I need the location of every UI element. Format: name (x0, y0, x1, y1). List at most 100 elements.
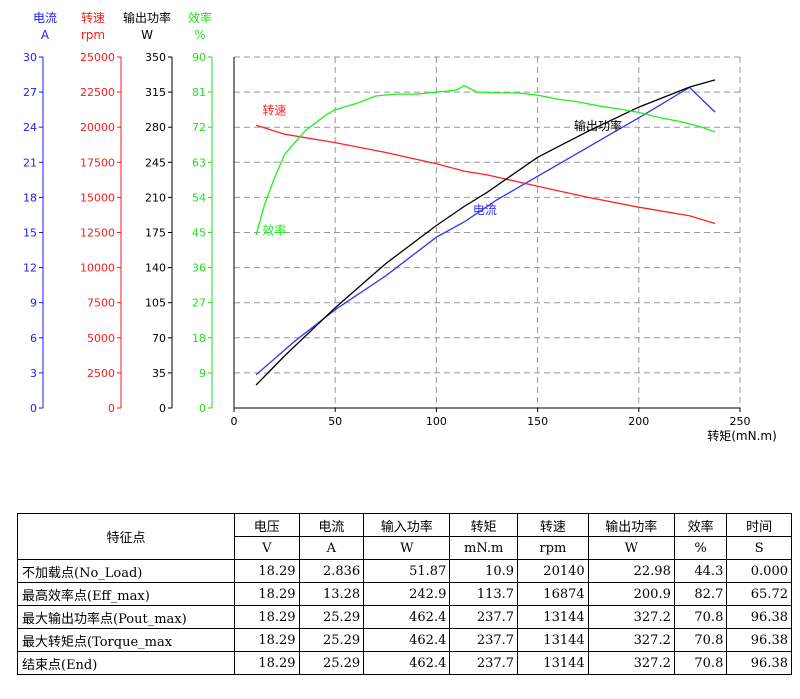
y-tick-label-speed: 10000 (80, 262, 115, 275)
row-label: 最大转矩点(Torque_max (17, 628, 235, 652)
header-speed: 转速 (517, 513, 589, 537)
x-tick-label: 250 (730, 415, 751, 428)
x-tick-label: 100 (426, 415, 447, 428)
y-tick-label-power: 350 (145, 51, 166, 64)
cell-time: 0.000 (726, 559, 792, 583)
y-tick-label-power: 140 (145, 262, 166, 275)
y-tick-label-power: 70 (152, 332, 166, 345)
cell-time: 65.72 (726, 582, 792, 606)
y-tick-label-current: 3 (30, 367, 37, 380)
header-voltage: 电压 (234, 513, 300, 537)
unit-voltage: V (234, 536, 300, 560)
unit-current: A (298, 536, 365, 560)
cell-voltage: 18.29 (234, 651, 300, 675)
y-tick-label-power: 0 (159, 402, 166, 415)
y-tick-label-eff: 72 (192, 121, 206, 134)
unit-efficiency: % (673, 536, 728, 560)
y-tick-label-speed: 15000 (80, 191, 115, 204)
cell-efficiency: 82.7 (673, 582, 728, 606)
y-tick-label-eff: 0 (199, 402, 206, 415)
cell-speed: 13144 (517, 628, 589, 652)
y-axis-unit-eff: % (194, 28, 205, 42)
cell-input-power: 462.4 (363, 651, 451, 675)
table-row: 最大输出功率点(Pout_max) 18.29 25.29 462.4 237.… (17, 605, 792, 629)
cell-output-power: 327.2 (587, 628, 675, 652)
y-tick-label-speed: 2500 (87, 367, 115, 380)
y-tick-label-power: 315 (145, 86, 166, 99)
cell-output-power: 200.9 (587, 582, 675, 606)
cell-input-power: 462.4 (363, 605, 451, 629)
y-tick-label-eff: 36 (192, 262, 206, 275)
unit-time: S (726, 536, 792, 560)
cell-output-power: 327.2 (587, 651, 675, 675)
y-tick-label-speed: 25000 (80, 51, 115, 64)
header-torque: 转矩 (449, 513, 519, 537)
y-tick-label-eff: 27 (192, 297, 206, 310)
table-row: 不加载点(No_Load) 18.29 2.836 51.87 10.9 201… (17, 559, 792, 583)
header-input-power: 输入功率 (363, 513, 451, 537)
table-row: 最大转矩点(Torque_max 18.29 25.29 462.4 237.7… (17, 628, 792, 652)
cell-time: 96.38 (726, 605, 792, 629)
cell-voltage: 18.29 (234, 582, 300, 606)
cell-torque: 237.7 (449, 628, 519, 652)
y-tick-label-eff: 81 (192, 86, 206, 99)
y-tick-label-current: 15 (23, 227, 37, 240)
series-line-speed (255, 124, 716, 225)
cell-voltage: 18.29 (234, 628, 300, 652)
x-tick-label: 50 (328, 415, 342, 428)
header-current: 电流 (298, 513, 365, 537)
header-feature-point: 特征点 (17, 513, 235, 560)
cell-output-power: 327.2 (587, 605, 675, 629)
cell-efficiency: 44.3 (673, 559, 728, 583)
y-tick-label-eff: 90 (192, 51, 206, 64)
series-line-power (255, 79, 716, 386)
y-tick-label-power: 210 (145, 191, 166, 204)
cell-voltage: 18.29 (234, 559, 300, 583)
series-line-current (255, 86, 716, 376)
y-axis-unit-current: A (41, 28, 50, 42)
series-label-eff: 效率 (262, 222, 286, 237)
cell-torque: 237.7 (449, 651, 519, 675)
cell-output-power: 22.98 (587, 559, 675, 583)
y-axis-unit-power: W (141, 28, 153, 42)
cell-input-power: 242.9 (363, 582, 451, 606)
series-label-current: 电流 (473, 203, 497, 217)
y-axis-title-speed: 转速 (81, 10, 105, 25)
cell-torque: 10.9 (449, 559, 519, 583)
header-efficiency: 效率 (673, 513, 728, 537)
y-tick-label-current: 27 (23, 86, 37, 99)
row-label: 结束点(End) (17, 651, 235, 675)
cell-input-power: 462.4 (363, 628, 451, 652)
y-tick-label-speed: 0 (108, 402, 115, 415)
y-tick-label-current: 18 (23, 191, 37, 204)
x-tick-label: 200 (628, 415, 649, 428)
characteristic-points-table: 特征点 电压 电流 输入功率 转矩 转速 输出功率 效率 时间 V A W mN… (17, 513, 792, 675)
y-tick-label-power: 105 (145, 297, 166, 310)
y-tick-label-speed: 12500 (80, 227, 115, 240)
x-tick-label: 0 (231, 415, 238, 428)
header-time: 时间 (726, 513, 792, 537)
y-tick-label-speed: 22500 (80, 86, 115, 99)
y-tick-label-speed: 17500 (80, 156, 115, 169)
y-tick-label-current: 21 (23, 156, 37, 169)
y-axis-unit-speed: rpm (81, 28, 105, 42)
y-tick-label-eff: 63 (192, 156, 206, 169)
cell-efficiency: 70.8 (673, 651, 728, 675)
cell-time: 96.38 (726, 651, 792, 675)
y-tick-label-eff: 54 (192, 191, 206, 204)
cell-torque: 113.7 (449, 582, 519, 606)
table-row: 最高效率点(Eff_max) 18.29 13.28 242.9 113.7 1… (17, 582, 792, 606)
cell-efficiency: 70.8 (673, 628, 728, 652)
row-label: 不加载点(No_Load) (17, 559, 235, 583)
cell-speed: 20140 (517, 559, 589, 583)
y-tick-label-current: 0 (30, 402, 37, 415)
table-row: 结束点(End) 18.29 25.29 462.4 237.7 13144 3… (17, 651, 792, 675)
y-tick-label-speed: 5000 (87, 332, 115, 345)
y-tick-label-eff: 9 (199, 367, 206, 380)
cell-torque: 237.7 (449, 605, 519, 629)
y-tick-label-current: 9 (30, 297, 37, 310)
header-output-power: 输出功率 (587, 513, 675, 537)
series-label-power: 输出功率 (574, 118, 622, 133)
y-axis-title-current: 电流 (33, 11, 57, 25)
unit-input-power: W (363, 536, 451, 560)
